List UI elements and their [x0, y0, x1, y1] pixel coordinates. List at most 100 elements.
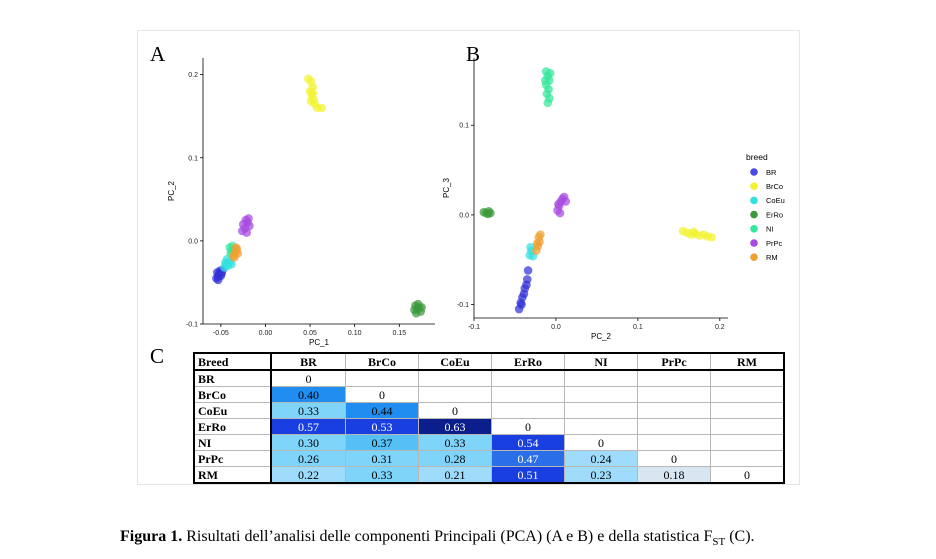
- plot-a-y-tick-label: 0.0: [188, 238, 198, 245]
- fst-cell: [710, 386, 785, 403]
- fst-cell: [637, 386, 711, 403]
- fst-cell: 0.47: [491, 450, 565, 467]
- plot-b-y-tick-label: 0.1: [459, 123, 469, 130]
- fst-col-header-ni: NI: [564, 352, 638, 371]
- legend-swatch-erro: [750, 210, 758, 219]
- legend-swatch-coeu: [750, 196, 758, 205]
- panel-c-letter: C: [150, 344, 165, 368]
- scatter-plot-a: -0.05 0.00 0.05 0.10 0.15 -0.1 0.0 0.1 0.2 PC_1 PC…: [167, 58, 435, 347]
- fst-row-header: NI: [193, 434, 272, 451]
- fst-cell: [564, 386, 638, 403]
- plot-a-point-brco: [308, 88, 318, 98]
- fst-body: BR 0 BrCo 0.40 0 CoEu 0.33 0.44 0 ErRo 0.57 0.53 0.6…: [193, 369, 785, 484]
- plot-b-point-brco: [707, 233, 716, 242]
- fst-cell: 0.57: [270, 418, 346, 435]
- fst-col-header-prpc: PrPc: [637, 352, 711, 371]
- plot-a-point-erro: [417, 303, 426, 312]
- fst-row-header: RM: [193, 466, 272, 484]
- plot-a-y-tick-label: 0.1: [188, 155, 198, 162]
- legend-swatch-prpc: [750, 239, 758, 247]
- fst-cell: 0: [637, 450, 711, 467]
- legend-label-ni: NI: [766, 225, 774, 234]
- fst-cell: 0: [491, 418, 565, 435]
- plot-a-point-prpc: [245, 221, 254, 231]
- fst-cell: 0: [345, 386, 419, 403]
- plot-b-x-label: PC_2: [591, 332, 612, 341]
- fst-row-header: BrCo: [193, 386, 272, 403]
- legend-label-br: BR: [766, 168, 777, 177]
- fst-col-header-coeu: CoEu: [418, 352, 492, 371]
- plot-b-point-rm: [536, 230, 545, 239]
- fst-cell: 0.51: [491, 466, 565, 484]
- plot-b-point-br: [523, 266, 533, 275]
- fst-row-header: ErRo: [193, 418, 272, 435]
- panel-b-letter: B: [466, 42, 481, 66]
- legend-label-rm: RM: [766, 253, 778, 262]
- fst-cell: 0.30: [270, 434, 346, 451]
- legend: breed BR BrCo CoEu ErRo NI PrPc RM: [746, 152, 785, 262]
- plot-a-x-tick-label: 0.05: [303, 330, 317, 337]
- panel-a-letter: A: [150, 42, 166, 66]
- plot-b-point-ni: [540, 76, 550, 85]
- caption-text: Risultati dell’analisi delle componenti …: [182, 528, 713, 545]
- plot-a-point-coeu: [221, 258, 230, 267]
- fst-cell: [710, 418, 785, 435]
- fst-cell: [710, 434, 785, 451]
- fst-row-brco: BrCo 0.40 0: [193, 386, 785, 403]
- fst-cell: 0.33: [345, 466, 419, 484]
- fst-cell: 0.21: [418, 466, 492, 484]
- fst-row-rm: RM 0.22 0.33 0.21 0.51 0.23 0.18 0: [193, 466, 785, 484]
- fst-cell: 0.18: [637, 466, 711, 484]
- figure-frame: [137, 30, 800, 485]
- plot-b-point-ni: [543, 98, 553, 108]
- fst-cell: [637, 369, 711, 387]
- plot-a-point-prpc: [244, 214, 253, 223]
- fst-cell: [637, 418, 711, 435]
- plot-b-point-brco: [689, 227, 698, 237]
- fst-cell: 0: [418, 402, 492, 419]
- fst-row-header: CoEu: [193, 402, 272, 419]
- fst-row-header: PrPc: [193, 450, 272, 467]
- fst-row-ni: NI 0.30 0.37 0.33 0.54 0: [193, 434, 785, 451]
- fst-cell: 0: [564, 434, 638, 451]
- plot-b-y-tick-label: 0.0: [459, 212, 469, 219]
- fst-cell: [345, 369, 419, 387]
- figure-caption: Figura 1. Risultati dell’analisi delle c…: [120, 528, 920, 548]
- legend-label-coeu: CoEu: [766, 196, 785, 205]
- plot-b-point-prpc: [554, 199, 563, 209]
- plot-b-x-tick-label: 0.2: [715, 324, 725, 331]
- fst-cell: [418, 369, 492, 387]
- fst-row-br: BR 0: [193, 369, 785, 387]
- plot-a-point-brco: [317, 103, 326, 113]
- plot-b-point-prpc: [555, 208, 565, 218]
- fst-cell: [418, 386, 492, 403]
- fst-table: Breed BR BrCo CoEu ErRo NI PrPc RM BR 0 BrCo 0.40…: [193, 352, 785, 484]
- fst-cell: [564, 369, 638, 387]
- plot-a-point-br: [213, 275, 223, 285]
- caption-subscript: ST: [712, 536, 726, 549]
- legend-label-erro: ErRo: [766, 210, 783, 219]
- plot-b-point-rm: [532, 239, 542, 248]
- plot-a-x-label: PC_1: [309, 338, 330, 347]
- fst-cell: 0.63: [418, 418, 492, 435]
- plot-b-x-tick-label: -0.1: [468, 324, 480, 331]
- fst-cell: 0.37: [345, 434, 419, 451]
- fst-cell: 0.53: [345, 418, 419, 435]
- plots-canvas: -0.05 0.00 0.05 0.10 0.15 -0.1 0.0 0.1 0.2 PC_1 PC…: [167, 58, 785, 347]
- fst-col-header-rm: RM: [710, 352, 785, 371]
- legend-label-prpc: PrPc: [766, 239, 783, 248]
- plot-b-x-tick-label: 0.0: [551, 324, 561, 331]
- fst-row-erro: ErRo 0.57 0.53 0.63 0: [193, 418, 785, 435]
- fst-row-prpc: PrPc 0.26 0.31 0.28 0.47 0.24 0: [193, 450, 785, 467]
- fst-cell: [637, 402, 711, 419]
- fst-row-header: BR: [193, 369, 272, 387]
- fst-cell: 0.28: [418, 450, 492, 467]
- plot-a-y-tick-label: -0.1: [186, 322, 198, 329]
- fst-cell: [710, 450, 785, 467]
- fst-cell: 0.23: [564, 466, 638, 484]
- fst-cell: 0.44: [345, 402, 419, 419]
- fst-col-header-erro: ErRo: [491, 352, 565, 371]
- fst-cell: 0.54: [491, 434, 565, 451]
- plot-b-x-tick-label: 0.1: [633, 324, 643, 331]
- legend-swatch-br: [750, 168, 758, 176]
